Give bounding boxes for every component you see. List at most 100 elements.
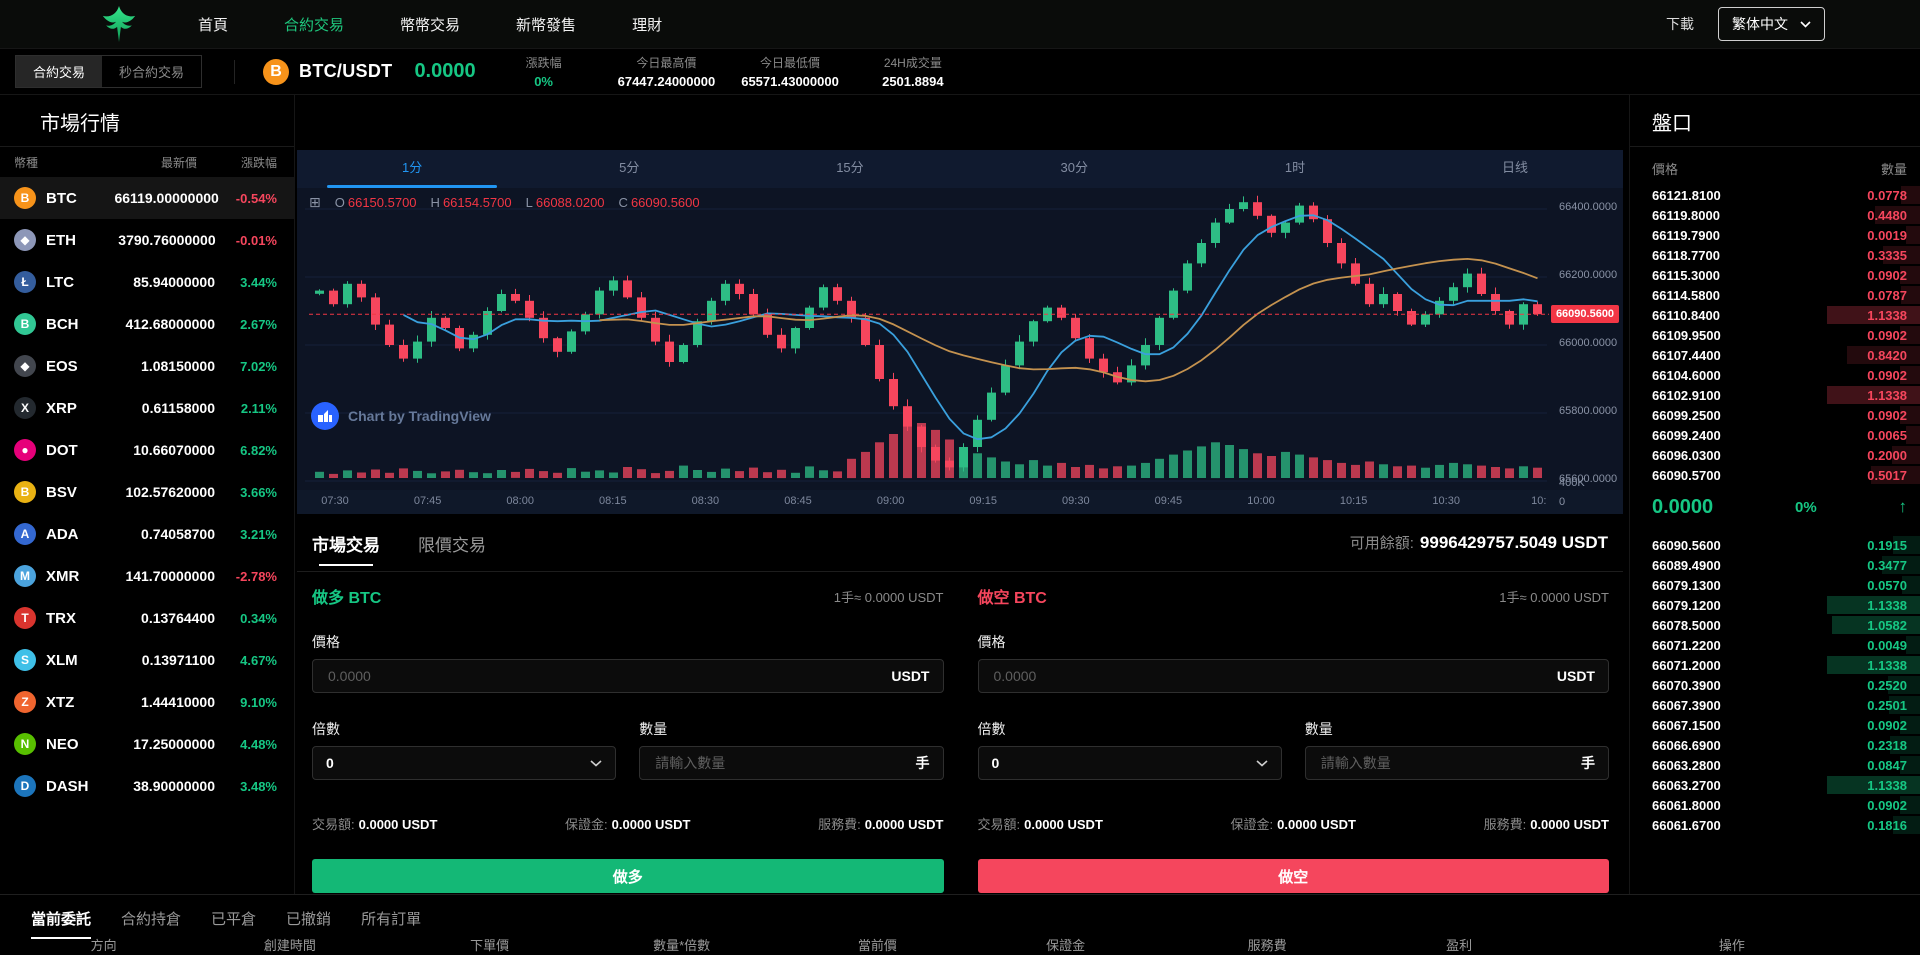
add-indicator-icon[interactable]: ⊞: [309, 194, 321, 211]
orderbook-ask-row[interactable]: 66114.5800 0.0787: [1630, 285, 1920, 305]
orderbook-bid-row[interactable]: 66066.6900 0.2318: [1630, 735, 1920, 755]
mode-tab-秒合約交易[interactable]: 秒合約交易: [102, 56, 201, 87]
short-leverage-select[interactable]: 0: [978, 746, 1282, 780]
mode-tab-合約交易[interactable]: 合約交易: [16, 56, 102, 87]
long-qty-suffix: 手: [916, 753, 930, 773]
orderbook-bid-row[interactable]: 66090.5600 0.1915: [1630, 535, 1920, 555]
market-row-ADA[interactable]: A ADA 0.74058700 3.21%: [0, 513, 294, 555]
open-long-button[interactable]: 做多: [312, 859, 944, 893]
timeframe-tab-日线[interactable]: 日线: [1502, 150, 1528, 188]
long-price-input[interactable]: [326, 667, 883, 685]
timeframe-tab-1时[interactable]: 1时: [1285, 150, 1305, 188]
order-quantity: 0.1816: [1867, 818, 1907, 833]
orderbook-bid-row[interactable]: 66067.1500 0.0902: [1630, 715, 1920, 735]
stat-value: 65571.43000000: [741, 74, 839, 89]
order-price: 66102.9100: [1652, 388, 1721, 403]
nav-item-理財[interactable]: 理財: [632, 14, 662, 35]
market-row-DASH[interactable]: D DASH 38.90000000 3.48%: [0, 765, 294, 807]
orderbook-bid-row[interactable]: 66089.4900 0.3477: [1630, 555, 1920, 575]
order-quantity: 0.0847: [1867, 758, 1907, 773]
order-quantity: 0.0902: [1867, 718, 1907, 733]
nav-item-首頁[interactable]: 首頁: [198, 14, 228, 35]
long-qty-field: 手: [639, 746, 943, 780]
language-selector[interactable]: 繁体中文: [1718, 7, 1825, 41]
market-row-LTC[interactable]: Ł LTC 85.94000000 3.44%: [0, 261, 294, 303]
mid-price: 0.0000: [1652, 496, 1713, 519]
nav-item-合約交易[interactable]: 合約交易: [284, 14, 344, 35]
orders-column-下單價: 下單價: [470, 935, 509, 954]
xrp-coin-icon: X: [14, 397, 36, 419]
orderbook-ask-row[interactable]: 66099.2400 0.0065: [1630, 425, 1920, 445]
order-quantity: 0.2501: [1867, 698, 1907, 713]
orderbook-ask-row[interactable]: 66107.4400 0.8420: [1630, 345, 1920, 365]
long-leverage-select[interactable]: 0: [312, 746, 616, 780]
ohlc-h-value: 66154.5700: [443, 195, 512, 210]
market-row-BCH[interactable]: B BCH 412.68000000 2.67%: [0, 303, 294, 345]
orderbook-ask-row[interactable]: 66110.8400 1.1338: [1630, 305, 1920, 325]
tab-market-trade[interactable]: 市場交易: [312, 515, 380, 570]
orderbook-bid-row[interactable]: 66071.2200 0.0049: [1630, 635, 1920, 655]
open-short-button[interactable]: 做空: [978, 859, 1610, 893]
coin-change: -0.54%: [219, 191, 277, 206]
orderbook-ask-row[interactable]: 66109.9500 0.0902: [1630, 325, 1920, 345]
orderbook-bid-row[interactable]: 66079.1300 0.0570: [1630, 575, 1920, 595]
orderbook-ask-row[interactable]: 66099.2500 0.0902: [1630, 405, 1920, 425]
short-price-label: 價格: [978, 632, 1610, 652]
eos-coin-icon: ◆: [14, 355, 36, 377]
depth-bar: [1906, 636, 1920, 654]
market-row-TRX[interactable]: T TRX 0.13764400 0.34%: [0, 597, 294, 639]
coin-symbol: EOS: [46, 358, 119, 375]
orderbook-bid-row[interactable]: 66079.1200 1.1338: [1630, 595, 1920, 615]
orderbook-bid-row[interactable]: 66078.5000 1.0582: [1630, 615, 1920, 635]
orderbook-ask-row[interactable]: 66118.7700 0.3335: [1630, 245, 1920, 265]
orderbook-ask-row[interactable]: 66096.0300 0.2000: [1630, 445, 1920, 465]
orderbook-ask-row[interactable]: 66119.8000 0.4480: [1630, 205, 1920, 225]
market-row-XMR[interactable]: M XMR 141.70000000 -2.78%: [0, 555, 294, 597]
timeframe-tab-5分[interactable]: 5分: [619, 150, 639, 188]
market-row-XLM[interactable]: S XLM 0.13971100 4.67%: [0, 639, 294, 681]
orderbook-ask-row[interactable]: 66102.9100 1.1338: [1630, 385, 1920, 405]
tab-limit-trade[interactable]: 限價交易: [418, 515, 486, 570]
orderbook-ask-row[interactable]: 66104.6000 0.0902: [1630, 365, 1920, 385]
long-qty-input[interactable]: [653, 754, 907, 772]
orderbook-ask-row[interactable]: 66115.3000 0.0902: [1630, 265, 1920, 285]
orderbook-bid-row[interactable]: 66067.3900 0.2501: [1630, 695, 1920, 715]
order-quantity: 0.2318: [1867, 738, 1907, 753]
market-row-BSV[interactable]: B BSV 102.57620000 3.66%: [0, 471, 294, 513]
nav-item-新幣發售[interactable]: 新幣發售: [516, 14, 576, 35]
short-price-input[interactable]: [992, 667, 1549, 685]
nav-item-幣幣交易[interactable]: 幣幣交易: [400, 14, 460, 35]
market-row-XRP[interactable]: X XRP 0.61158000 2.11%: [0, 387, 294, 429]
orderbook-bid-row[interactable]: 66063.2700 1.1338: [1630, 775, 1920, 795]
download-link[interactable]: 下載: [1666, 14, 1694, 34]
candlestick-chart[interactable]: [297, 186, 1623, 514]
orderbook-bid-row[interactable]: 66070.3900 0.2520: [1630, 675, 1920, 695]
orderbook-bid-row[interactable]: 66063.2800 0.0847: [1630, 755, 1920, 775]
orderbook-ask-row[interactable]: 66121.8100 0.0778: [1630, 185, 1920, 205]
market-row-XTZ[interactable]: Z XTZ 1.44410000 9.10%: [0, 681, 294, 723]
market-row-NEO[interactable]: N NEO 17.25000000 4.48%: [0, 723, 294, 765]
coin-price: 412.68000000: [119, 316, 215, 332]
timeframe-tab-15分[interactable]: 15分: [836, 150, 863, 188]
phoenix-logo-icon[interactable]: [100, 4, 138, 44]
orderbook-bid-row[interactable]: 66061.8000 0.0902: [1630, 795, 1920, 815]
orderbook-bid-row[interactable]: 66071.2000 1.1338: [1630, 655, 1920, 675]
volume-axis-label: 0: [1559, 496, 1565, 508]
coin-symbol: XTZ: [46, 694, 119, 711]
coin-change: 4.48%: [215, 737, 277, 752]
orderbook-bid-row[interactable]: 66061.6700 0.1816: [1630, 815, 1920, 835]
tradingview-attribution[interactable]: Chart by TradingView: [311, 402, 491, 430]
timeframe-tab-30分[interactable]: 30分: [1061, 150, 1088, 188]
market-row-ETH[interactable]: ◆ ETH 3790.76000000 -0.01%: [0, 219, 294, 261]
market-row-BTC[interactable]: B BTC 66119.00000000 -0.54%: [0, 177, 294, 219]
market-row-EOS[interactable]: ◆ EOS 1.08150000 7.02%: [0, 345, 294, 387]
orderbook-ask-row[interactable]: 66090.5700 0.5017: [1630, 465, 1920, 485]
market-row-DOT[interactable]: ● DOT 10.66070000 6.82%: [0, 429, 294, 471]
short-qty-input[interactable]: [1319, 754, 1573, 772]
timeframe-tab-1分[interactable]: 1分: [402, 150, 422, 188]
dot-coin-icon: ●: [14, 439, 36, 461]
orderbook-ask-row[interactable]: 66119.7900 0.0019: [1630, 225, 1920, 245]
long-price-label: 價格: [312, 632, 944, 652]
order-price: 66099.2500: [1652, 408, 1721, 423]
